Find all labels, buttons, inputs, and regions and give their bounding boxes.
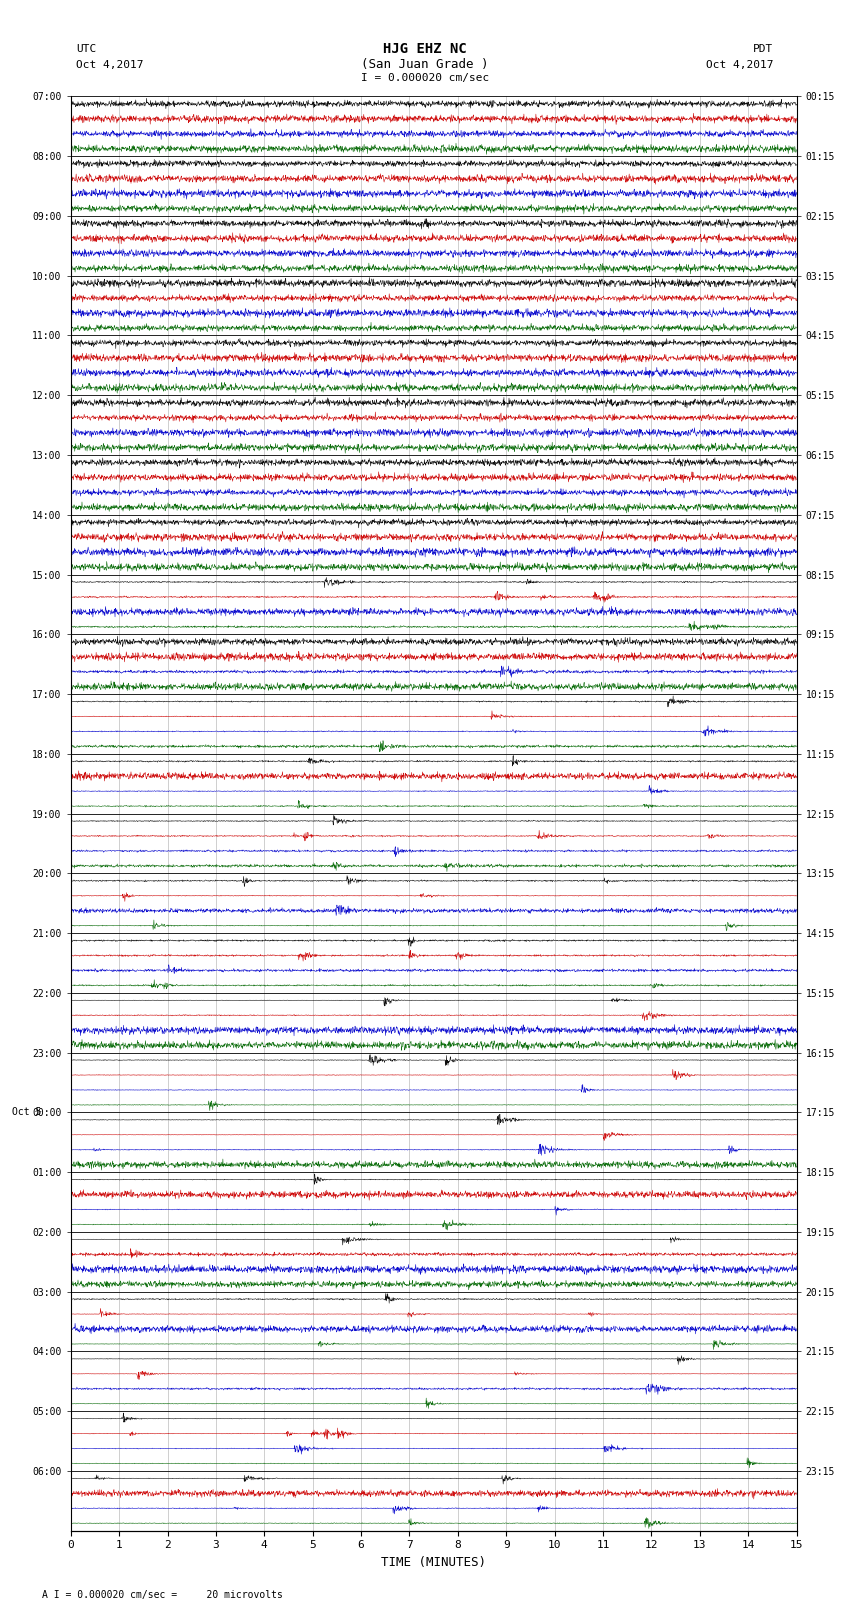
Text: Oct 5: Oct 5 xyxy=(12,1108,42,1118)
X-axis label: TIME (MINUTES): TIME (MINUTES) xyxy=(381,1557,486,1569)
Text: A I = 0.000020 cm/sec =     20 microvolts: A I = 0.000020 cm/sec = 20 microvolts xyxy=(42,1590,283,1600)
Text: Oct 4,2017: Oct 4,2017 xyxy=(706,60,774,69)
Text: UTC: UTC xyxy=(76,44,97,53)
Text: (San Juan Grade ): (San Juan Grade ) xyxy=(361,58,489,71)
Text: Oct 4,2017: Oct 4,2017 xyxy=(76,60,144,69)
Text: PDT: PDT xyxy=(753,44,774,53)
Text: HJG EHZ NC: HJG EHZ NC xyxy=(383,42,467,56)
Text: I = 0.000020 cm/sec: I = 0.000020 cm/sec xyxy=(361,73,489,82)
